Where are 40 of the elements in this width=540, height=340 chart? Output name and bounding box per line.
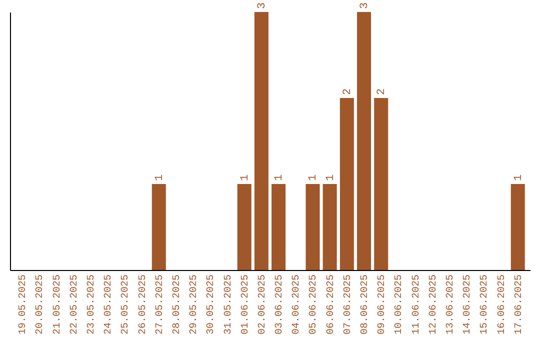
data-label: 3 — [256, 2, 268, 9]
data-label: 1 — [308, 174, 320, 181]
x-tick-label: 31.05.2025 — [223, 274, 234, 335]
x-tick-label: 12.06.2025 — [428, 274, 440, 335]
x-tick-label: 14.06.2025 — [462, 274, 474, 335]
data-label: 1 — [274, 174, 286, 181]
x-tick-label: 03.06.2025 — [274, 274, 286, 335]
x-tick-label: 02.06.2025 — [257, 274, 268, 335]
x-tick-label: 06.06.2025 — [326, 274, 337, 335]
x-tick-label: 19.05.2025 — [18, 274, 30, 335]
data-label: 3 — [359, 2, 372, 9]
x-tick-label: 27.05.2025 — [154, 274, 166, 335]
data-label: 1 — [154, 174, 166, 181]
data-label: 1 — [512, 174, 525, 181]
x-tick-label: 04.06.2025 — [292, 274, 303, 335]
x-tick-label: 15.06.2025 — [480, 274, 491, 335]
x-tick-label: 13.06.2025 — [445, 274, 456, 335]
x-tick-label: 05.06.2025 — [308, 274, 320, 335]
x-tick-label: 26.05.2025 — [138, 274, 149, 335]
data-label: 1 — [324, 174, 337, 181]
x-tick-label: 11.06.2025 — [411, 274, 422, 335]
x-tick-label: 23.05.2025 — [86, 274, 98, 335]
x-tick-label: 29.05.2025 — [189, 274, 200, 335]
x-tick-label: 25.05.2025 — [120, 274, 132, 335]
data-label: 1 — [239, 174, 252, 181]
x-tick-label: 21.05.2025 — [52, 274, 64, 335]
x-tick-label: 20.05.2025 — [35, 274, 46, 335]
x-tick-label: 09.06.2025 — [377, 274, 388, 335]
x-tick-label: 16.06.2025 — [496, 274, 508, 335]
x-tick-label: 08.06.2025 — [360, 274, 372, 335]
data-label: 2 — [342, 88, 354, 95]
x-tick-label: 30.05.2025 — [206, 274, 218, 335]
x-tick-label: 17.06.2025 — [514, 274, 525, 335]
x-tick-label: 01.06.2025 — [240, 274, 252, 335]
data-label: 2 — [376, 88, 388, 95]
x-tick-label: 10.06.2025 — [394, 274, 406, 335]
x-tick-label: 22.05.2025 — [69, 274, 80, 335]
x-tick-label: 07.06.2025 — [342, 274, 354, 335]
x-tick-label: 28.05.2025 — [172, 274, 183, 335]
x-tick-label: 24.05.2025 — [104, 274, 115, 335]
